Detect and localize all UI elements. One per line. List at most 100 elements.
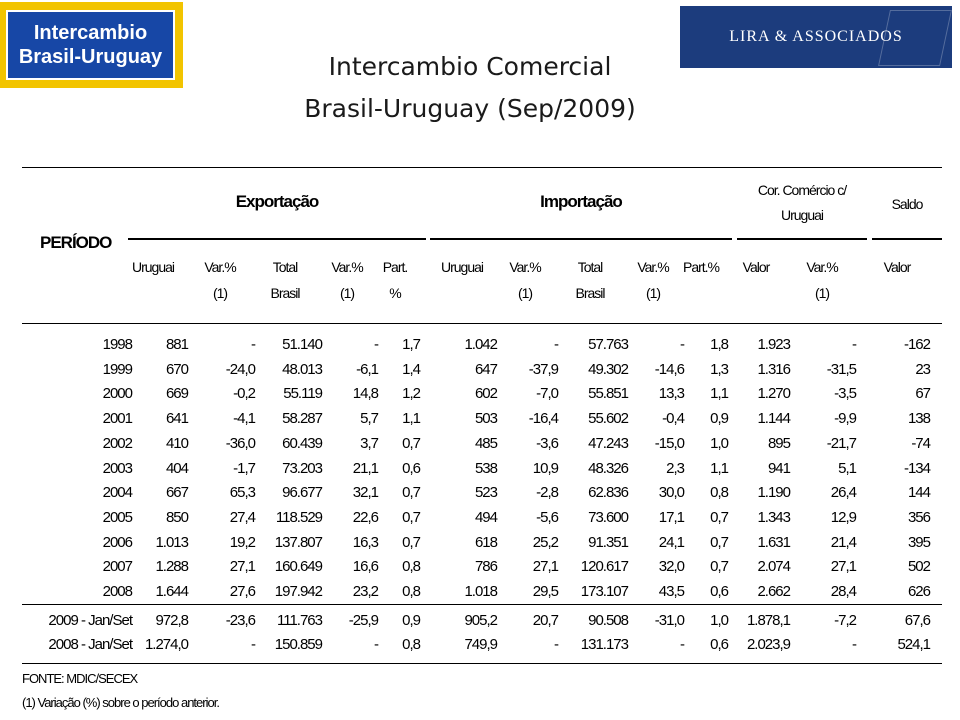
table-row-3-col-11: 1.144 <box>757 410 791 428</box>
table-row-2-col-9: 13,3 <box>658 385 685 403</box>
table-row-7-col-1: 850 <box>165 508 189 526</box>
table-row-2-col-10: 1,1 <box>710 385 729 403</box>
table-row-6-col-1: 667 <box>165 484 189 502</box>
table-row-4-col-8: 47.243 <box>588 434 629 452</box>
table-row-1-col-10: 1,3 <box>710 360 729 378</box>
table-top-rule <box>22 167 942 168</box>
trade-group-header-line1: Cor. Comércio c/ <box>757 182 847 198</box>
subheader-0-line1: Uruguai <box>131 259 175 275</box>
subheader-11-line2: (1) <box>814 285 830 301</box>
subheader-9-line1: Part.% <box>682 259 720 275</box>
table-row-8-col-4: 16,3 <box>352 533 379 551</box>
subheader-8-line2: (1) <box>645 285 661 301</box>
table-row-3-col-13: 138 <box>907 410 931 428</box>
table-row-2-col-6: 602 <box>474 385 498 403</box>
table-row-8-col-13: 395 <box>907 533 931 551</box>
table-row-8-col-8: 91.351 <box>588 533 629 551</box>
page-subtitle: Brasil-Uruguay (Sep/2009) <box>304 94 636 123</box>
table-row-3-col-6: 503 <box>474 410 498 428</box>
period-row-0-col-6: 905,2 <box>464 612 498 629</box>
table-row-1-col-13: 23 <box>915 360 931 378</box>
period-row-0-col-13: 67,6 <box>904 612 931 629</box>
table-row-2-col-11: 1.270 <box>757 385 791 403</box>
table-row-10-col-6: 1.018 <box>464 583 498 600</box>
table-row-8-col-10: 0,7 <box>710 533 729 551</box>
subheader-2-line2: Brasil <box>270 285 300 301</box>
balance-group-header: Saldo <box>891 196 924 212</box>
table-row-10-col-11: 2.662 <box>757 583 791 600</box>
table-row-4-col-10: 1,0 <box>710 434 729 452</box>
table-row-10-col-5: 0,8 <box>402 583 421 600</box>
table-row-6-col-4: 32,1 <box>352 484 379 502</box>
table-row-10-col-8: 173.107 <box>580 583 629 600</box>
lira-logo-mark-icon <box>878 10 952 66</box>
table-row-8-year: 2006 <box>102 533 133 551</box>
table-row-9-year: 2007 <box>102 558 133 576</box>
table-row-8-col-3: 137.807 <box>274 533 323 551</box>
import-group-rule <box>430 238 732 240</box>
page-title: Intercambio Comercial <box>328 52 612 81</box>
table-row-3-col-5: 1,1 <box>402 410 421 428</box>
table-row-4-col-9: -15,0 <box>654 434 685 452</box>
table-row-1-col-4: -6,1 <box>356 360 379 378</box>
table-row-6-col-7: -2,8 <box>536 484 559 502</box>
table-row-8-col-12: 21,4 <box>830 533 857 551</box>
table-row-6-col-2: 65,3 <box>229 484 256 502</box>
subheader-7-line1: Total <box>577 259 604 275</box>
period-row-1-col-8: 131.173 <box>580 636 629 653</box>
period-row-1-col-7: - <box>554 636 559 653</box>
table-row-9-col-1: 1.288 <box>155 558 189 576</box>
subheader-3-line1: Var.% <box>331 259 363 275</box>
table-row-9-col-11: 2.074 <box>757 558 791 576</box>
table-row-5-col-2: -1,7 <box>233 459 256 477</box>
table-row-9-col-9: 32,0 <box>658 558 685 576</box>
table-row-7-col-7: -5,6 <box>536 508 559 526</box>
period-row-0-col-4: -25,9 <box>348 612 379 629</box>
table-row-0-col-2: - <box>251 336 256 353</box>
trade-group-rule <box>737 238 867 240</box>
source-note: FONTE: MDIC/SECEX <box>22 671 138 686</box>
table-row-4-col-6: 485 <box>474 434 498 452</box>
table-row-6-col-6: 523 <box>474 484 498 502</box>
table-row-2-col-5: 1,2 <box>402 385 421 403</box>
period-row-1-col-3: 150.859 <box>274 636 323 653</box>
period-row-1-col-2: - <box>251 636 256 653</box>
subheader-6-line1: Var.% <box>509 259 541 275</box>
table-row-7-col-8: 73.600 <box>588 508 629 526</box>
table-row-8-col-11: 1.631 <box>757 533 791 551</box>
period-row-1-label: 2008 - Jan/Set <box>48 636 133 653</box>
table-row-4-year: 2002 <box>102 434 133 452</box>
table-row-3-col-2: -4,1 <box>233 410 256 428</box>
period-row-1-col-12: - <box>852 636 857 653</box>
table-row-0-col-10: 1,8 <box>710 336 729 353</box>
table-row-3-col-8: 55.602 <box>588 410 629 428</box>
subheader-10-line1: Valor <box>742 259 771 275</box>
table-row-4-col-3: 60.439 <box>282 434 323 452</box>
variation-note: (1) Variação (%) sobre o período anterio… <box>22 695 220 710</box>
subheader-4-line2: % <box>389 285 401 301</box>
period-row-0-col-8: 90.508 <box>588 612 629 629</box>
table-row-3-col-4: 5,7 <box>360 410 379 428</box>
table-row-5-col-7: 10,9 <box>532 459 559 477</box>
table-row-5-col-5: 0,6 <box>402 459 421 477</box>
period-row-0-col-2: -23,6 <box>225 612 256 629</box>
table-row-6-col-8: 62.836 <box>588 484 629 502</box>
table-row-0-col-9: - <box>680 336 685 353</box>
table-row-2-col-8: 55.851 <box>588 385 629 403</box>
table-row-0-col-12: - <box>852 336 857 353</box>
table-row-0-col-5: 1,7 <box>402 336 421 353</box>
table-row-6-col-5: 0,7 <box>402 484 421 502</box>
table-row-8-col-9: 24,1 <box>658 533 685 551</box>
table-row-5-col-13: -134 <box>903 459 931 477</box>
table-row-5-col-10: 1,1 <box>710 459 729 477</box>
period-row-0-col-12: -7,2 <box>834 612 857 629</box>
subheader-11-line1: Var.% <box>806 259 838 275</box>
period-row-1-col-13: 524,1 <box>897 636 931 653</box>
subheader-12-line1: Valor <box>883 259 912 275</box>
table-row-6-col-3: 96.677 <box>282 484 323 502</box>
table-row-3-year: 2001 <box>102 410 133 428</box>
table-row-6-year: 2004 <box>102 484 133 502</box>
table-row-7-year: 2005 <box>102 508 133 526</box>
table-row-7-col-10: 0,7 <box>710 508 729 526</box>
table-row-2-col-3: 55.119 <box>283 385 323 403</box>
